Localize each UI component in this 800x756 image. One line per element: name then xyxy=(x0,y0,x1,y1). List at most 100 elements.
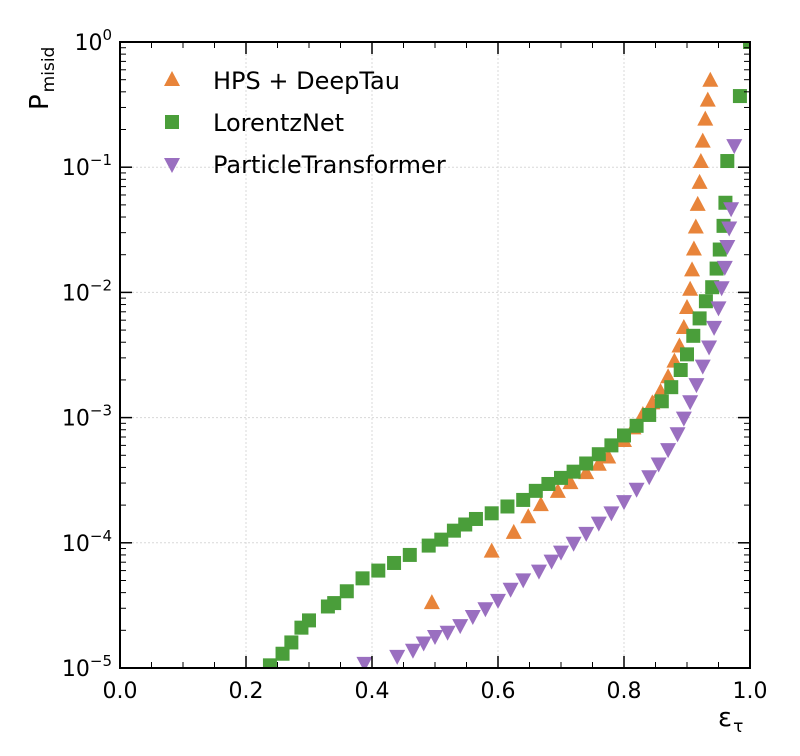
data-point xyxy=(688,378,705,394)
data-point xyxy=(591,447,606,462)
data-point xyxy=(679,299,695,315)
legend-marker xyxy=(165,115,179,129)
data-point xyxy=(452,619,469,635)
data-point xyxy=(389,649,406,665)
legend-marker xyxy=(164,71,180,86)
data-point xyxy=(723,202,740,218)
data-point xyxy=(616,495,632,511)
data-point xyxy=(490,593,506,609)
data-point xyxy=(687,218,704,234)
data-point xyxy=(682,395,699,411)
legend: HPS + DeepTau LorentzNet ParticleTransform… xyxy=(164,67,446,179)
data-point xyxy=(565,536,582,552)
data-point xyxy=(553,545,569,561)
data-point xyxy=(732,89,747,104)
y-tick-label: 10−4 xyxy=(62,527,112,557)
data-point xyxy=(554,470,568,485)
data-point xyxy=(500,499,515,514)
data-point xyxy=(423,594,440,610)
data-point xyxy=(603,506,620,522)
data-point xyxy=(578,464,595,480)
y-axis-label: Pmisid xyxy=(25,47,59,110)
data-marks xyxy=(262,42,750,668)
data-point xyxy=(680,347,694,362)
data-point xyxy=(356,656,373,668)
data-point xyxy=(710,301,727,317)
y-tick-label: 10−5 xyxy=(62,652,112,682)
data-point xyxy=(371,563,386,578)
data-point xyxy=(505,523,522,539)
data-point xyxy=(532,496,549,512)
data-point xyxy=(743,42,750,49)
data-point xyxy=(642,407,657,422)
data-point xyxy=(660,368,677,384)
legend-label: HPS + DeepTau xyxy=(213,67,400,95)
data-point xyxy=(387,555,402,570)
x-tick-label: 0.4 xyxy=(355,679,390,704)
data-point xyxy=(721,221,738,237)
data-point xyxy=(543,554,560,570)
data-point xyxy=(692,153,709,169)
data-point xyxy=(262,658,277,668)
data-point xyxy=(590,516,607,532)
axis-ticks: 0.0 0.2 0.4 0.6 0.8 1.0 10−5 10−4 10−3 10−2 10−1 10… xyxy=(62,26,768,704)
data-point xyxy=(439,625,456,641)
data-point xyxy=(684,261,701,277)
legend-label: ParticleTransformer xyxy=(213,151,446,179)
data-point xyxy=(468,511,483,526)
data-point xyxy=(691,173,708,189)
data-point xyxy=(415,636,432,652)
data-point xyxy=(579,456,594,471)
data-point xyxy=(562,474,579,490)
y-tick-label: 10−2 xyxy=(62,276,112,306)
legend-label: LorentzNet xyxy=(213,109,344,137)
data-point xyxy=(427,630,443,646)
x-tick-label: 0.6 xyxy=(481,679,516,704)
data-point xyxy=(434,532,449,547)
data-point xyxy=(404,643,421,659)
data-point xyxy=(515,573,532,589)
data-point xyxy=(669,427,686,443)
data-point xyxy=(617,428,631,443)
data-point xyxy=(339,584,354,599)
data-point xyxy=(720,154,735,169)
data-point xyxy=(716,260,733,276)
data-point xyxy=(726,139,743,155)
data-point xyxy=(516,492,531,507)
data-point xyxy=(664,380,679,395)
data-point xyxy=(284,635,299,650)
series-triangle-down xyxy=(356,139,743,668)
data-point xyxy=(682,280,699,296)
data-point xyxy=(641,470,658,486)
data-point xyxy=(446,523,461,538)
data-point xyxy=(654,394,669,409)
y-tick-label: 10−1 xyxy=(62,151,112,181)
x-tick-label: 1.0 xyxy=(733,679,768,704)
data-point xyxy=(275,646,290,661)
data-point xyxy=(697,110,714,126)
data-point xyxy=(604,438,619,453)
data-point xyxy=(520,508,537,524)
data-point xyxy=(692,311,707,326)
data-point xyxy=(689,195,706,211)
x-tick-label: 0.2 xyxy=(229,679,264,704)
data-point xyxy=(719,239,736,255)
data-point xyxy=(421,538,436,553)
data-point xyxy=(590,455,607,471)
data-point xyxy=(685,240,702,256)
series-square xyxy=(262,42,750,668)
data-point xyxy=(694,132,711,148)
data-point xyxy=(483,542,500,558)
data-point xyxy=(566,464,581,479)
data-point xyxy=(355,571,370,586)
data-point xyxy=(702,71,719,87)
data-point xyxy=(530,564,547,580)
data-point xyxy=(675,411,692,427)
data-point xyxy=(484,506,499,521)
data-point xyxy=(549,482,566,498)
data-point xyxy=(458,517,473,532)
y-tick-label: 100 xyxy=(74,26,112,56)
data-point xyxy=(694,359,711,375)
